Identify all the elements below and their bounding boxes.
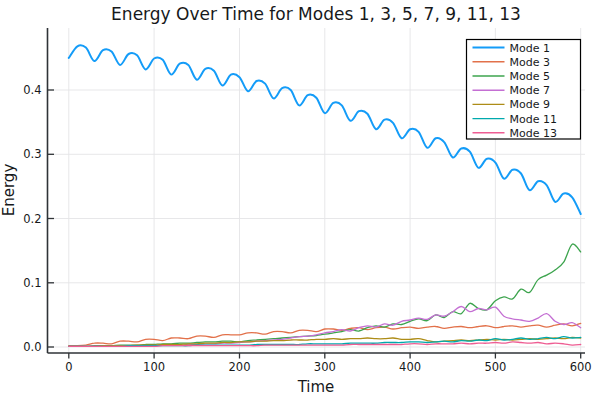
legend: Mode 1Mode 3Mode 5Mode 7Mode 9 Mode 11Mod… (467, 40, 581, 140)
legend-entry-label: Mode 11 (510, 113, 557, 126)
legend-entry-label: Mode 13 (510, 127, 557, 140)
y-axis-label: Energy (0, 164, 18, 217)
figure: Energy Over Time for Modes 1, 3, 5, 7, 9… (0, 0, 600, 400)
legend-entry-label: Mode 5 (510, 70, 550, 83)
y-tick-label: 0.3 (23, 147, 41, 161)
legend-entry-label: Mode 9 (510, 98, 550, 111)
legend-entry-label: Mode 3 (510, 56, 550, 69)
x-tick-label: 400 (399, 360, 421, 374)
legend-entry-label: Mode 7 (510, 84, 550, 97)
y-tick-label: 0.1 (23, 276, 41, 290)
x-tick-label: 300 (314, 360, 336, 374)
y-tick-label: 0.2 (23, 212, 41, 226)
y-tick-label: 0.4 (23, 83, 41, 97)
x-tick-label: 600 (570, 360, 592, 374)
x-tick-label: 200 (229, 360, 251, 374)
x-axis-label: Time (297, 378, 335, 396)
energy-chart: Energy Over Time for Modes 1, 3, 5, 7, 9… (0, 0, 600, 400)
y-tick-label: 0.0 (23, 340, 41, 354)
legend-entry-label: Mode 1 (510, 42, 550, 55)
x-tick-label: 0 (65, 360, 72, 374)
chart-title: Energy Over Time for Modes 1, 3, 5, 7, 9… (111, 4, 521, 24)
x-tick-label: 100 (143, 360, 165, 374)
x-tick-label: 500 (484, 360, 506, 374)
